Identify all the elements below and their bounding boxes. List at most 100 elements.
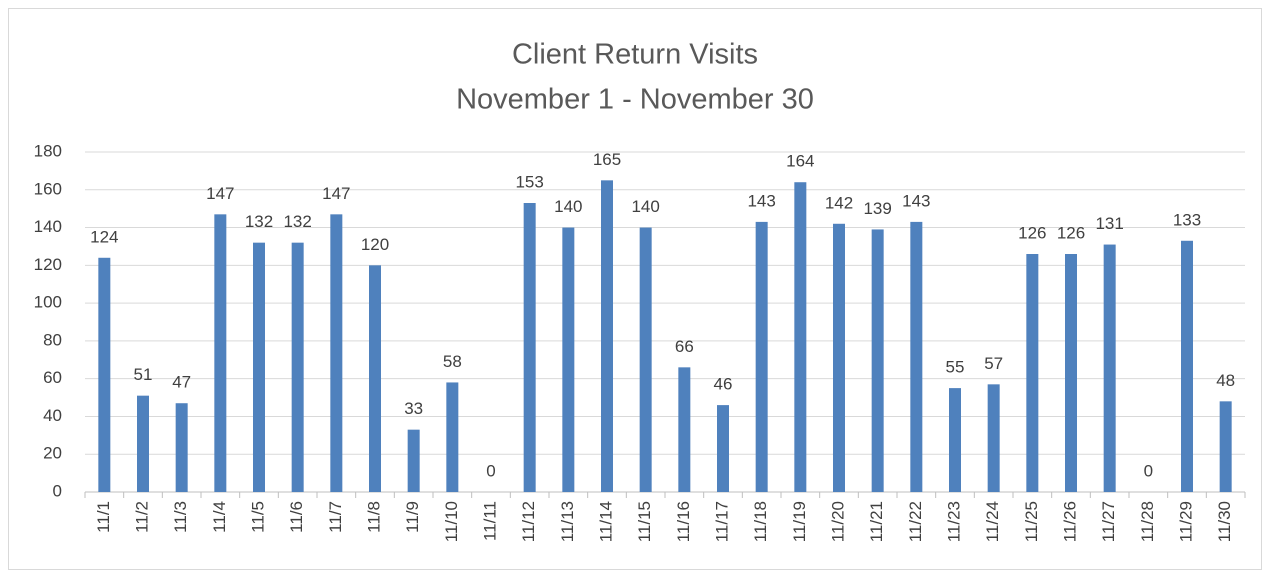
data-label: 143 xyxy=(747,191,775,210)
y-tick-label: 40 xyxy=(43,406,62,425)
data-label: 133 xyxy=(1173,210,1201,229)
x-tick-label: 11/5 xyxy=(248,501,267,533)
x-tick-label: 11/12 xyxy=(519,501,538,542)
x-tick-label: 11/16 xyxy=(674,501,693,542)
data-label: 126 xyxy=(1018,223,1046,242)
bar xyxy=(446,382,459,492)
bar xyxy=(1219,401,1232,492)
x-tick-label: 11/1 xyxy=(94,501,113,533)
data-label: 153 xyxy=(515,172,543,191)
x-tick-label: 11/8 xyxy=(364,501,383,533)
data-label: 0 xyxy=(1144,461,1153,480)
y-tick-label: 60 xyxy=(43,368,62,387)
data-label: 124 xyxy=(90,227,118,246)
x-tick-label: 11/22 xyxy=(906,501,925,542)
y-tick-label: 120 xyxy=(34,255,62,274)
y-tick-label: 20 xyxy=(43,444,62,463)
data-label: 140 xyxy=(554,197,582,216)
bar xyxy=(253,242,265,492)
x-tick-label: 11/27 xyxy=(1099,501,1118,542)
bar xyxy=(639,227,652,493)
bar xyxy=(175,403,188,492)
data-label: 142 xyxy=(825,193,853,212)
data-label: 51 xyxy=(134,365,153,384)
bar xyxy=(678,367,691,492)
x-tick-label: 11/19 xyxy=(790,501,809,542)
data-label: 126 xyxy=(1057,223,1085,242)
x-tick-label: 11/17 xyxy=(712,501,731,542)
data-label: 131 xyxy=(1095,214,1123,233)
data-label: 132 xyxy=(245,212,273,231)
y-tick-label: 160 xyxy=(34,179,62,198)
x-tick-label: 11/15 xyxy=(635,501,654,542)
bar xyxy=(794,182,807,492)
y-tick-label: 100 xyxy=(34,293,62,312)
bar xyxy=(369,265,381,492)
data-label: 140 xyxy=(631,197,659,216)
x-tick-label: 11/11 xyxy=(480,501,499,541)
data-label: 147 xyxy=(322,184,350,203)
x-tick-label: 11/18 xyxy=(751,501,770,542)
data-label: 120 xyxy=(361,235,389,254)
bar xyxy=(987,384,1000,492)
x-tick-label: 11/25 xyxy=(1022,501,1041,542)
x-tick-label: 11/28 xyxy=(1138,501,1157,542)
bar xyxy=(949,388,961,492)
x-tick-label: 11/13 xyxy=(558,501,577,542)
data-label: 33 xyxy=(404,399,423,418)
x-tick-label: 11/4 xyxy=(210,501,229,533)
bar xyxy=(1026,254,1039,492)
x-tick-label: 11/30 xyxy=(1215,501,1234,542)
data-label: 147 xyxy=(206,184,234,203)
x-tick-label: 11/7 xyxy=(326,501,345,533)
data-label: 165 xyxy=(593,150,621,169)
x-tick-label: 11/21 xyxy=(867,501,886,542)
bar xyxy=(137,395,149,492)
x-tick-label: 11/10 xyxy=(442,501,461,542)
chart-title: Client Return Visits xyxy=(512,39,758,71)
bar xyxy=(330,214,343,493)
x-tick-label: 11/3 xyxy=(171,501,190,533)
y-tick-label: 140 xyxy=(34,217,62,236)
bar xyxy=(910,221,923,492)
x-tick-label: 11/14 xyxy=(596,501,615,542)
x-tick-label: 11/2 xyxy=(132,501,151,533)
data-label: 132 xyxy=(283,212,311,231)
x-tick-label: 11/9 xyxy=(403,501,422,533)
x-tick-label: 11/26 xyxy=(1060,501,1079,542)
data-label: 46 xyxy=(714,375,733,394)
data-label: 66 xyxy=(675,337,694,356)
bar xyxy=(291,242,304,492)
x-tick-label: 11/20 xyxy=(828,501,847,542)
bar xyxy=(717,405,729,492)
bar xyxy=(601,180,613,493)
data-label: 58 xyxy=(443,352,462,371)
data-label: 55 xyxy=(946,358,965,377)
y-tick-label: 80 xyxy=(43,330,62,349)
bar xyxy=(1103,244,1116,492)
data-label: 164 xyxy=(786,152,814,171)
chart-subtitle: November 1 - November 30 xyxy=(456,84,814,116)
x-tick-label: 11/6 xyxy=(287,501,306,533)
bar xyxy=(407,429,420,492)
bar xyxy=(562,227,575,493)
data-label: 143 xyxy=(902,191,930,210)
bar xyxy=(755,221,768,492)
bar xyxy=(871,229,884,492)
x-tick-label: 11/29 xyxy=(1176,501,1195,542)
y-tick-label: 180 xyxy=(34,141,62,160)
x-tick-label: 11/23 xyxy=(944,501,963,542)
data-label: 47 xyxy=(172,373,191,392)
bar xyxy=(833,223,845,492)
data-label: 48 xyxy=(1216,371,1235,390)
bar xyxy=(1065,254,1077,492)
y-tick-label: 0 xyxy=(53,481,62,500)
bar xyxy=(98,257,111,492)
bar xyxy=(523,203,536,492)
data-label: 139 xyxy=(863,199,891,218)
data-label: 0 xyxy=(486,461,495,480)
bar xyxy=(1181,240,1193,492)
bar xyxy=(214,214,227,493)
